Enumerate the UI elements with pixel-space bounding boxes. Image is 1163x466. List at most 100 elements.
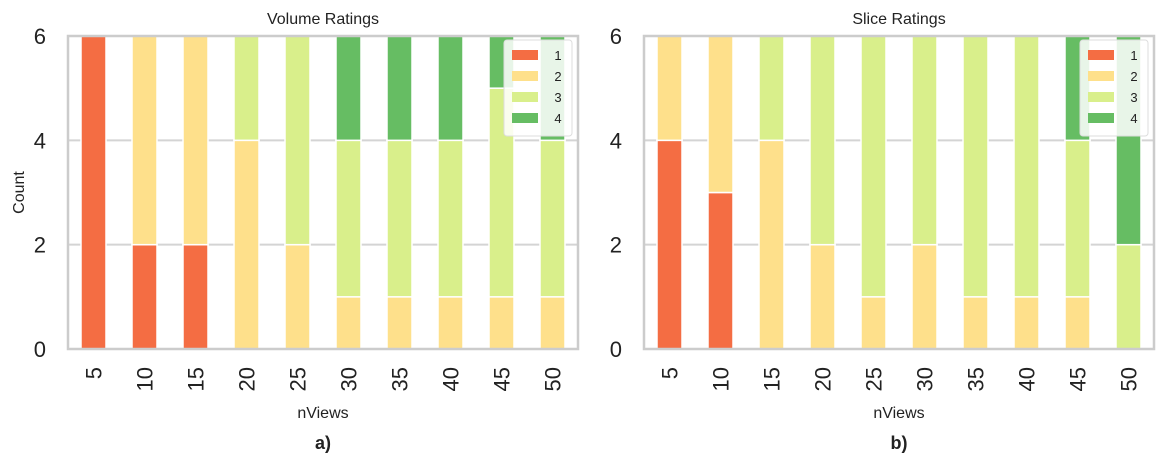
x-tick-label: 5 [82,367,107,379]
bar-15-rating-1 [182,243,209,350]
chart-title: Slice Ratings [852,11,945,28]
legend-label-2: 2 [554,69,561,84]
bar-10-rating-2 [131,35,158,246]
panel-label: b) [891,433,908,453]
bar-15-rating-3 [758,35,785,142]
y-tick-label: 6 [34,24,46,49]
bar-30-rating-2 [335,296,362,350]
x-tick-label: 45 [490,367,515,391]
legend-label-3: 3 [1130,90,1137,105]
legend-box [1079,39,1149,137]
bar-20-rating-3 [233,35,260,142]
bar-15-rating-2 [182,35,209,246]
legend-label-4: 4 [554,111,561,126]
bar-25-rating-2 [284,243,311,350]
bar-45-rating-3 [1064,139,1091,298]
x-tick-label: 25 [286,367,311,391]
bar-40-rating-4 [437,35,464,142]
bar-5-rating-1 [80,35,107,350]
x-tick-label: 45 [1066,367,1091,391]
x-tick-label: 50 [541,367,566,391]
y-tick-label: 6 [610,24,622,49]
legend-label-1: 1 [554,48,561,63]
bar-40-rating-2 [437,296,464,350]
x-tick-label: 40 [439,367,464,391]
x-tick-label: 10 [133,367,158,391]
x-tick-label: 5 [658,367,683,379]
plot-frame [66,34,580,351]
bar-30-rating-3 [335,139,362,298]
bar-40-rating-3 [1013,35,1040,298]
legend-swatch-3 [512,92,538,102]
x-axis-label: nViews [873,405,924,422]
bar-45-rating-2 [1064,296,1091,350]
y-tick-label: 4 [34,128,46,153]
legend-swatch-2 [1088,71,1114,81]
legend-label-4: 4 [1130,111,1137,126]
legend: 1 2 3 4 [1079,39,1149,137]
x-axis-label: nViews [297,405,348,422]
legend-label-1: 1 [1130,48,1137,63]
bar-35-rating-4 [386,35,413,142]
x-tick-label: 15 [184,367,209,391]
x-tick-label: 10 [709,367,734,391]
bar-15-rating-2 [758,139,785,350]
bar-20-rating-3 [809,35,836,246]
y-tick-label: 2 [34,233,46,258]
panel-label: a) [315,433,331,453]
y-tick-label: 2 [610,233,622,258]
plot-frame [642,34,1156,351]
bar-35-rating-3 [962,35,989,298]
x-tick-label: 15 [760,367,785,391]
bar-25-rating-3 [284,35,311,246]
bar-20-rating-2 [809,243,836,350]
legend: 1 2 3 4 [503,39,573,137]
bar-40-rating-3 [437,139,464,298]
legend-label-3: 3 [554,90,561,105]
bar-50-rating-3 [1115,243,1142,350]
legend-swatch-1 [512,50,538,60]
bar-35-rating-2 [962,296,989,350]
x-tick-label: 35 [964,367,989,391]
bar-10-rating-1 [131,243,158,350]
bar-20-rating-2 [233,139,260,350]
x-tick-label: 40 [1015,367,1040,391]
x-tick-label: 30 [913,367,938,391]
chart-title: Volume Ratings [267,11,379,28]
bar-35-rating-2 [386,296,413,350]
y-tick-label: 0 [610,337,622,362]
bar-5-rating-2 [656,35,683,142]
bar-5-rating-1 [656,139,683,350]
bar-30-rating-2 [911,243,938,350]
y-tick-label: 0 [34,337,46,362]
bar-30-rating-4 [335,35,362,142]
legend-swatch-4 [512,113,538,123]
panel-a: 0 2 4 6 5 10 15 20 25 30 35 40 45 50 Volume Ratings nVi… [11,11,580,453]
bar-50-rating-3 [539,139,566,298]
bar-25-rating-2 [860,296,887,350]
y-axis-label: Count [11,171,28,214]
legend-box [503,39,573,137]
bar-45-rating-2 [488,296,515,350]
legend-swatch-4 [1088,113,1114,123]
bar-35-rating-3 [386,139,413,298]
legend-label-2: 2 [1130,69,1137,84]
panel-b: 0 2 4 6 5 10 15 20 25 30 35 40 45 50 Slice Ratings nVie… [610,11,1156,453]
legend-swatch-3 [1088,92,1114,102]
bar-10-rating-2 [707,35,734,194]
legend-swatch-1 [1088,50,1114,60]
bar-10-rating-1 [707,191,734,350]
x-tick-label: 30 [337,367,362,391]
legend-swatch-2 [512,71,538,81]
bar-25-rating-3 [860,35,887,298]
bar-50-rating-2 [539,296,566,350]
x-tick-label: 50 [1117,367,1142,391]
bar-40-rating-2 [1013,296,1040,350]
y-tick-label: 4 [610,128,622,153]
x-tick-label: 25 [862,367,887,391]
x-tick-label: 20 [235,367,260,391]
x-tick-label: 20 [811,367,836,391]
x-tick-label: 35 [388,367,413,391]
bar-30-rating-3 [911,35,938,246]
